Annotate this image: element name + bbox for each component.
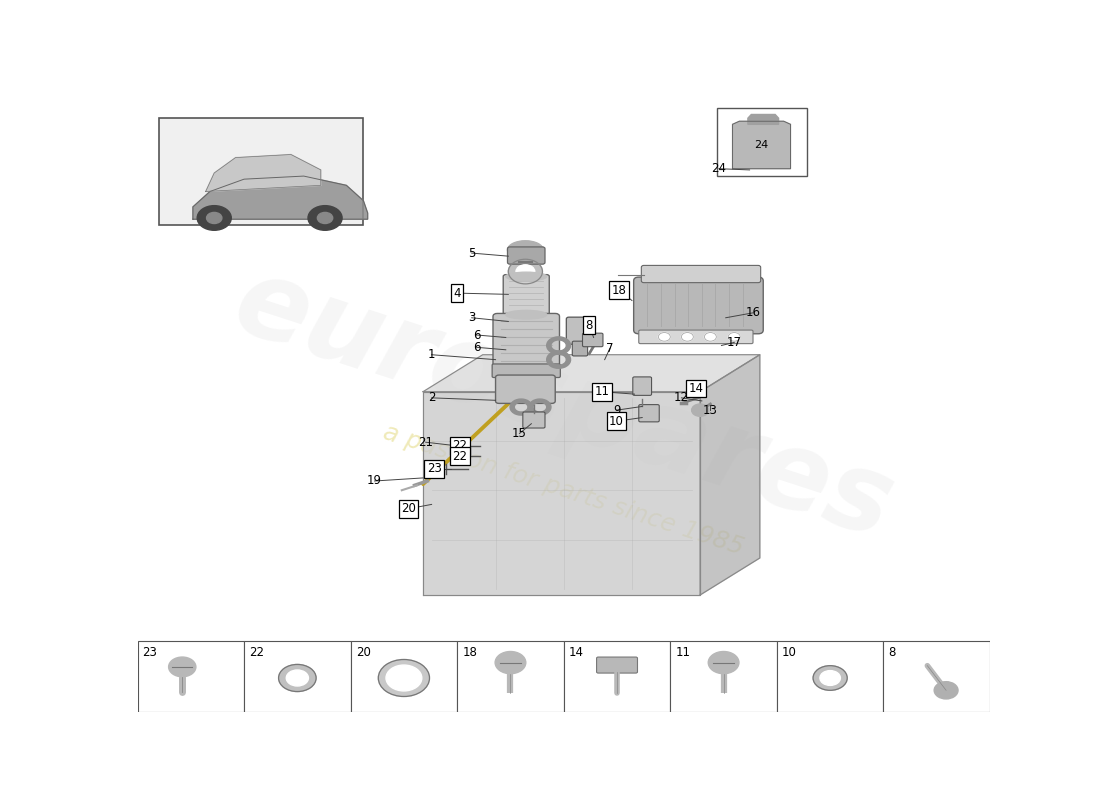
Text: 20: 20	[355, 646, 371, 659]
Bar	[717, 108, 806, 176]
Bar	[883, 641, 990, 712]
Text: 21: 21	[418, 436, 433, 449]
Text: 1: 1	[428, 348, 436, 362]
Polygon shape	[733, 122, 791, 169]
Bar	[351, 641, 458, 712]
Polygon shape	[424, 354, 760, 392]
Text: 24: 24	[755, 140, 769, 150]
Bar	[138, 641, 244, 712]
Polygon shape	[192, 176, 367, 219]
Circle shape	[318, 213, 332, 223]
FancyBboxPatch shape	[572, 341, 587, 356]
Text: 24: 24	[712, 162, 726, 175]
FancyBboxPatch shape	[495, 375, 556, 403]
Text: 14: 14	[569, 646, 584, 659]
Circle shape	[197, 206, 231, 230]
Circle shape	[386, 665, 421, 691]
FancyBboxPatch shape	[507, 247, 544, 264]
FancyBboxPatch shape	[596, 657, 638, 673]
Text: 6: 6	[473, 329, 481, 342]
Text: eurospares: eurospares	[221, 248, 906, 560]
Text: 2: 2	[428, 391, 436, 404]
Polygon shape	[700, 354, 760, 595]
Text: a passion for parts since 1985: a passion for parts since 1985	[381, 421, 747, 560]
Circle shape	[278, 665, 316, 691]
Text: 15: 15	[512, 427, 527, 440]
FancyBboxPatch shape	[503, 274, 549, 317]
Text: 7: 7	[606, 342, 614, 355]
FancyBboxPatch shape	[522, 412, 544, 428]
Ellipse shape	[507, 241, 543, 259]
FancyBboxPatch shape	[492, 364, 560, 378]
Text: 3: 3	[468, 311, 475, 324]
Circle shape	[659, 333, 670, 341]
Text: 17: 17	[727, 336, 741, 349]
Text: 22: 22	[452, 450, 468, 463]
Bar	[563, 641, 670, 712]
Circle shape	[286, 670, 308, 686]
Text: 19: 19	[367, 474, 382, 487]
Circle shape	[820, 670, 840, 686]
Text: 11: 11	[675, 646, 691, 659]
FancyBboxPatch shape	[632, 377, 651, 395]
Circle shape	[681, 333, 693, 341]
Text: 10: 10	[782, 646, 796, 659]
Text: 22: 22	[452, 439, 468, 452]
Text: 13: 13	[703, 404, 718, 417]
Text: 16: 16	[746, 306, 760, 319]
Bar	[458, 641, 563, 712]
Circle shape	[516, 265, 535, 278]
Text: 14: 14	[689, 382, 703, 395]
FancyBboxPatch shape	[639, 405, 659, 422]
Text: 4: 4	[453, 286, 461, 300]
Bar	[777, 641, 883, 712]
Text: 18: 18	[462, 646, 477, 659]
Circle shape	[495, 651, 526, 674]
Text: 23: 23	[427, 462, 441, 475]
Polygon shape	[424, 392, 700, 595]
Circle shape	[378, 659, 429, 697]
Polygon shape	[206, 154, 321, 191]
FancyBboxPatch shape	[639, 330, 754, 344]
Text: 11: 11	[595, 385, 609, 398]
Text: 12: 12	[674, 391, 689, 404]
Circle shape	[692, 404, 708, 416]
Circle shape	[728, 333, 740, 341]
Text: 10: 10	[609, 414, 624, 428]
Bar	[158, 118, 363, 226]
Circle shape	[308, 206, 342, 230]
Text: 23: 23	[143, 646, 157, 659]
Text: 20: 20	[402, 502, 416, 515]
Circle shape	[168, 657, 196, 677]
Ellipse shape	[506, 310, 547, 319]
Circle shape	[704, 333, 716, 341]
Text: 22: 22	[250, 646, 264, 659]
Circle shape	[813, 666, 847, 690]
Text: 9: 9	[613, 404, 620, 417]
Text: 6: 6	[473, 341, 481, 354]
Circle shape	[934, 682, 958, 699]
Circle shape	[708, 651, 739, 674]
FancyBboxPatch shape	[566, 317, 594, 344]
FancyBboxPatch shape	[641, 266, 761, 282]
Text: 5: 5	[468, 246, 475, 259]
FancyBboxPatch shape	[634, 277, 763, 334]
Text: 8: 8	[889, 646, 895, 659]
Polygon shape	[748, 114, 779, 124]
Circle shape	[508, 259, 542, 284]
Bar	[244, 641, 351, 712]
Circle shape	[207, 213, 222, 223]
FancyBboxPatch shape	[493, 314, 560, 370]
Ellipse shape	[506, 272, 547, 281]
Text: 8: 8	[585, 318, 593, 332]
Bar	[670, 641, 777, 712]
FancyBboxPatch shape	[583, 333, 603, 346]
Text: 18: 18	[612, 283, 627, 297]
